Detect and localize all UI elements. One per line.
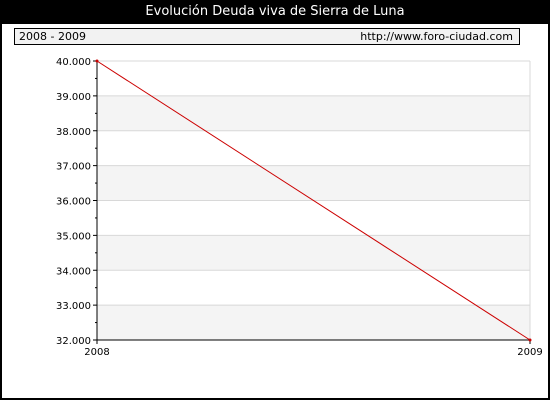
data-point [95, 59, 99, 63]
data-point [528, 338, 532, 342]
chart-panel: 32.000 33.000 34.000 35.000 36.000 37.000 38.0… [2, 24, 548, 398]
period-label: 2008 - 2009 [19, 30, 86, 43]
chart-title: Evolución Deuda viva de Sierra de Luna [145, 4, 405, 19]
y-tick-label: 36.000 [56, 197, 91, 208]
site-url-link[interactable]: http://www.foro-ciudad.com [360, 30, 513, 43]
grid-band [97, 235, 530, 271]
y-tick-label: 38.000 [56, 127, 91, 138]
y-tick-label: 37.000 [56, 162, 91, 173]
x-tick-label: 2008 [84, 347, 109, 358]
grid-band [97, 95, 530, 131]
x-tick-label: 2009 [517, 347, 542, 358]
grid-band [97, 165, 530, 201]
grid-band [97, 305, 530, 340]
series-line [96, 60, 531, 341]
y-tick-label: 32.000 [56, 336, 91, 347]
y-tick-label: 33.000 [56, 301, 91, 312]
line-chart: 32.000 33.000 34.000 35.000 36.000 37.000 38.0… [56, 57, 543, 358]
y-tick-label: 39.000 [56, 92, 91, 103]
y-tick-label: 40.000 [56, 57, 91, 68]
y-tick-label: 35.000 [56, 231, 91, 242]
info-box: 2008 - 2009 http://www.foro-ciudad.com [14, 28, 520, 45]
y-tick-label: 34.000 [56, 266, 91, 277]
